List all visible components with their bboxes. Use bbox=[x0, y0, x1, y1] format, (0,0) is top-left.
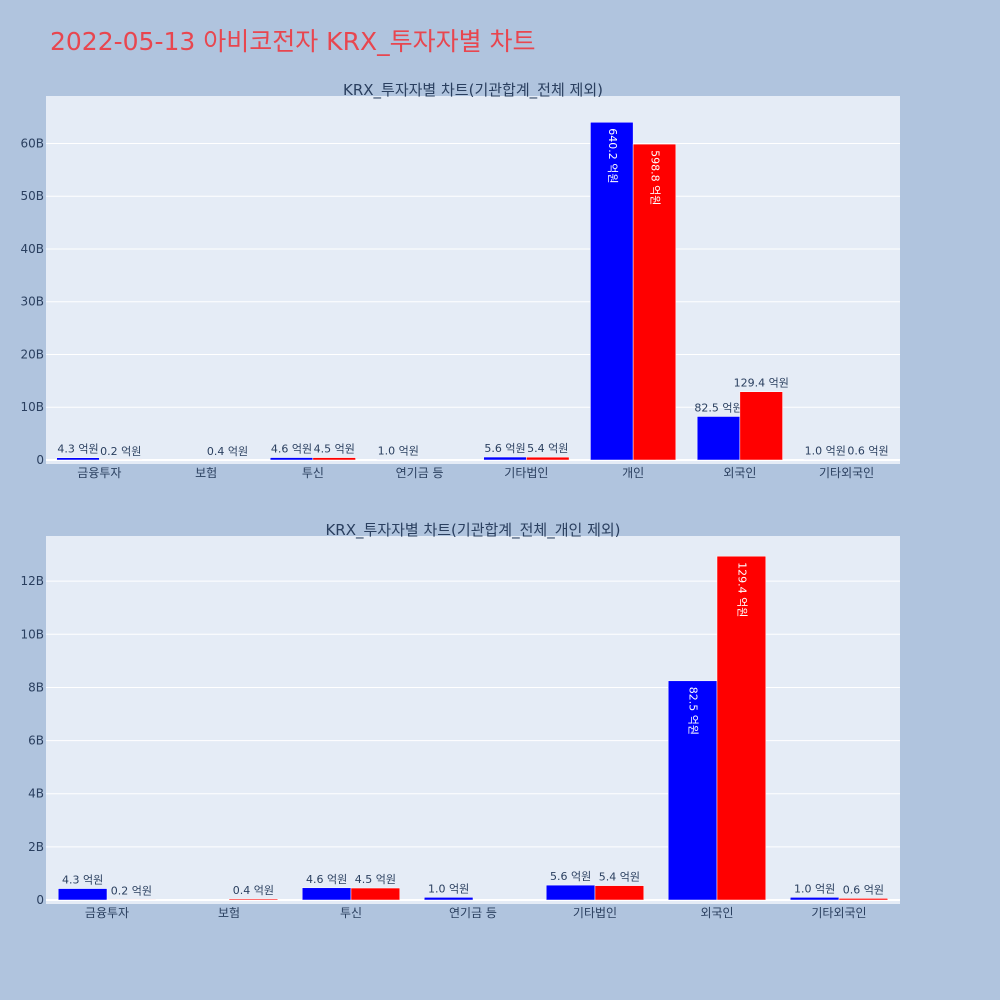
bar-value-label: 1.0 억원 bbox=[805, 444, 846, 457]
bar-value-label: 4.6 억원 bbox=[306, 873, 347, 886]
chart-title: KRX_투자자별 차트(기관합계_전체 제외) bbox=[343, 81, 603, 100]
y-tick-label: 10B bbox=[20, 627, 44, 641]
bar bbox=[228, 898, 279, 901]
x-tick-label: 투신 bbox=[302, 466, 324, 480]
y-tick-label: 50B bbox=[20, 189, 44, 203]
x-tick-label: 연기금 등 bbox=[449, 906, 497, 920]
bar bbox=[301, 887, 352, 901]
bar-value-label: 5.4 억원 bbox=[599, 871, 640, 884]
bar bbox=[716, 555, 767, 901]
bar bbox=[789, 897, 840, 901]
bar-value-label: 640.2 억원 bbox=[606, 128, 619, 183]
y-tick-label: 0 bbox=[36, 453, 44, 467]
bar-value-label: 598.8 억원 bbox=[648, 150, 661, 205]
x-tick-label: 연기금 등 bbox=[396, 466, 444, 480]
y-tick-label: 10B bbox=[20, 400, 44, 414]
bar-value-label: 0.6 억원 bbox=[847, 445, 888, 458]
plot-area bbox=[46, 536, 900, 904]
page-title: 2022-05-13 아비코전자 KRX_투자자별 차트 bbox=[50, 27, 536, 56]
bar-value-label: 5.4 억원 bbox=[527, 442, 568, 455]
bar-value-label: 4.3 억원 bbox=[62, 874, 103, 887]
bar bbox=[545, 884, 596, 901]
x-tick-label: 투신 bbox=[340, 906, 362, 920]
bar-value-label: 1.0 억원 bbox=[794, 882, 835, 895]
x-tick-label: 보험 bbox=[218, 906, 240, 920]
x-tick-label: 금융투자 bbox=[77, 466, 121, 480]
bar-value-label: 82.5 억원 bbox=[687, 687, 700, 735]
bar bbox=[57, 888, 108, 901]
bar bbox=[106, 899, 157, 901]
bar bbox=[376, 459, 420, 461]
chart-bottom: KRX_투자자별 차트(기관합계_전체_개인 제외) 0 2B 4B 6B 8B 10B 12… bbox=[20, 521, 900, 920]
bar-value-label: 4.5 억원 bbox=[314, 443, 355, 456]
bar-value-label: 0.4 억원 bbox=[233, 884, 274, 897]
x-tick-label: 기타법인 bbox=[573, 906, 617, 920]
bar bbox=[838, 898, 889, 901]
bar-value-label: 82.5 억원 bbox=[694, 401, 742, 414]
x-tick-label: 기타외국인 bbox=[811, 906, 866, 920]
x-tick-label: 보험 bbox=[195, 466, 217, 480]
y-tick-label: 8B bbox=[28, 680, 44, 694]
y-tick-label: 12B bbox=[20, 574, 44, 588]
x-tick-label: 외국인 bbox=[700, 906, 733, 920]
bar-value-label: 0.6 억원 bbox=[843, 883, 884, 896]
bar-value-label: 1.0 억원 bbox=[428, 882, 469, 895]
bar bbox=[423, 897, 474, 901]
bar-value-label: 0.2 억원 bbox=[111, 884, 152, 897]
x-tick-label: 기타외국인 bbox=[819, 466, 874, 480]
bar-value-label: 4.6 억원 bbox=[271, 443, 312, 456]
bar bbox=[696, 416, 741, 461]
bar-value-label: 5.6 억원 bbox=[484, 442, 525, 455]
bar-value-label: 4.3 억원 bbox=[57, 443, 98, 456]
bar-value-label: 4.5 억원 bbox=[355, 873, 396, 886]
bar bbox=[632, 143, 677, 461]
y-tick-label: 20B bbox=[20, 347, 44, 361]
y-tick-label: 2B bbox=[28, 840, 44, 854]
bar bbox=[667, 680, 718, 901]
bar bbox=[594, 885, 645, 901]
y-tick-label: 60B bbox=[20, 136, 44, 150]
bar-value-label: 0.4 억원 bbox=[207, 445, 248, 458]
bar-value-label: 1.0 억원 bbox=[378, 444, 419, 457]
x-tick-label: 외국인 bbox=[723, 466, 756, 480]
x-tick-label: 기타법인 bbox=[504, 466, 548, 480]
bar bbox=[590, 122, 634, 461]
chart-top: KRX_투자자별 차트(기관합계_전체 제외) 0 10B 20B 30B 40B 50B 6… bbox=[20, 81, 900, 480]
y-tick-label: 0 bbox=[36, 893, 44, 907]
bar bbox=[526, 456, 570, 461]
y-tick-label: 40B bbox=[20, 242, 44, 256]
bar bbox=[56, 457, 100, 461]
bar bbox=[739, 391, 783, 461]
x-tick-label: 개인 bbox=[622, 466, 644, 480]
chart-title: KRX_투자자별 차트(기관합계_전체_개인 제외) bbox=[325, 521, 620, 540]
bar-value-label: 5.6 억원 bbox=[550, 870, 591, 883]
x-tick-label: 금융투자 bbox=[85, 906, 129, 920]
y-tick-label: 4B bbox=[28, 787, 44, 801]
y-tick-label: 6B bbox=[28, 734, 44, 748]
bar-value-label: 0.2 억원 bbox=[100, 445, 141, 458]
bar-value-label: 129.4 억원 bbox=[734, 377, 789, 390]
bar-value-label: 129.4 억원 bbox=[735, 562, 748, 617]
y-tick-label: 30B bbox=[20, 295, 44, 309]
bar bbox=[312, 457, 356, 461]
bar bbox=[350, 887, 401, 901]
